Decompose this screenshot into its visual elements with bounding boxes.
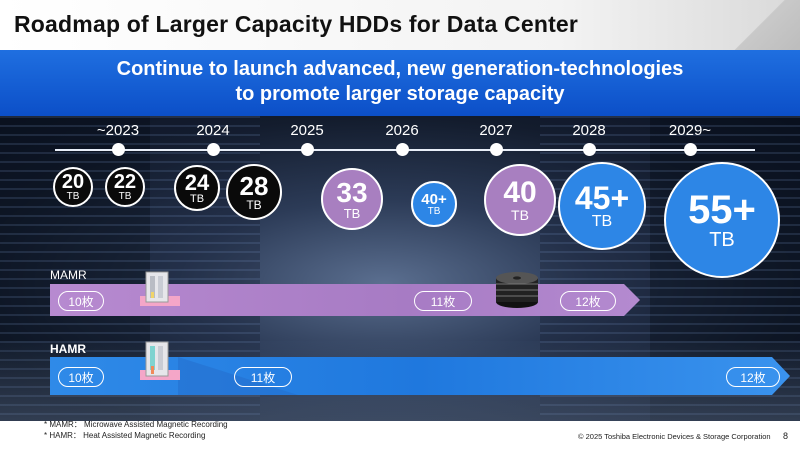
hamr-platter-count: 11枚	[234, 367, 292, 387]
page-title: Roadmap of Larger Capacity HDDs for Data…	[14, 11, 579, 37]
timeline-dot	[583, 143, 596, 156]
copyright-text: © 2025 Toshiba Electronic Devices & Stor…	[578, 432, 771, 441]
mamr-head-illustration	[140, 271, 180, 306]
footnote-hamr: * HAMR： Heat Assisted Magnetic Recording	[44, 431, 206, 440]
disk-platters-illustration	[496, 272, 538, 308]
footnotes: * MAMR： Microwave Assisted Magnetic Reco…	[44, 419, 228, 441]
banner-line-2: to promote larger storage capacity	[235, 83, 565, 105]
capacity-unit: TB	[66, 191, 80, 202]
capacity-badge-45plus-tb: 45+ TB	[558, 162, 646, 250]
year-label: 2028	[572, 122, 606, 139]
banner-line-1: Continue to launch advanced, new generat…	[116, 58, 684, 80]
timeline-dot	[301, 143, 314, 156]
capacity-badge-40plus-tb: 40+ TB	[411, 181, 457, 227]
hamr-platter-count: 10枚	[58, 367, 104, 387]
timeline-dot	[207, 143, 220, 156]
hamr-platter-count: 12枚	[726, 367, 780, 387]
year-label: 2026	[385, 122, 419, 139]
capacity-unit: TB	[709, 229, 735, 251]
capacity-badge-20tb: 20 TB	[53, 167, 93, 207]
page-number: 8	[783, 431, 789, 441]
capacity-unit: TB	[343, 205, 361, 221]
mamr-platter-count: 11枚	[414, 291, 472, 311]
capacity-value: 45+	[574, 180, 630, 216]
hamr-label: HAMR	[50, 342, 86, 356]
mamr-roadmap-arrow	[50, 284, 640, 316]
timeline-dot	[112, 143, 125, 156]
timeline-dot	[396, 143, 409, 156]
capacity-badge-24tb: 24 TB	[174, 165, 220, 211]
capacity-value: 33	[336, 176, 368, 208]
capacity-unit: TB	[511, 207, 529, 223]
headline-banner: Continue to launch advanced, new generat…	[0, 50, 800, 116]
capacity-unit: TB	[118, 191, 132, 202]
capacity-unit: TB	[591, 213, 613, 230]
capacity-value: 20	[61, 171, 85, 193]
year-label: 2029~	[668, 122, 712, 139]
year-label: 2025	[290, 122, 324, 139]
title-bar: Roadmap of Larger Capacity HDDs for Data…	[0, 0, 800, 50]
capacity-badge-33tb: 33 TB	[321, 168, 383, 230]
capacity-unit: TB	[189, 192, 205, 205]
title-corner-decoration	[730, 0, 800, 50]
capacity-value: 28	[239, 171, 269, 201]
capacity-value: 40+	[421, 190, 447, 208]
capacity-value: 55+	[688, 188, 756, 232]
year-label: 2024	[196, 122, 230, 139]
hamr-head-illustration	[140, 341, 180, 380]
capacity-badge-55plus-tb: 55+ TB	[664, 162, 780, 278]
capacity-unit: TB	[427, 205, 441, 217]
capacity-badge-22tb: 22 TB	[105, 167, 145, 207]
capacity-unit: TB	[246, 198, 262, 212]
timeline-dot	[684, 143, 697, 156]
year-label: ~2023	[96, 122, 140, 139]
capacity-value: 40	[503, 176, 537, 209]
timeline-dot	[490, 143, 503, 156]
capacity-badge-28tb: 28 TB	[226, 164, 282, 220]
capacity-badge-40tb: 40 TB	[484, 164, 556, 236]
year-label: 2027	[479, 122, 513, 139]
capacity-value: 24	[184, 169, 210, 195]
mamr-platter-count: 12枚	[560, 291, 616, 311]
capacity-value: 22	[113, 171, 137, 193]
mamr-label: MAMR	[50, 268, 87, 282]
mamr-platter-count: 10枚	[58, 291, 104, 311]
footnote-mamr: * MAMR： Microwave Assisted Magnetic Reco…	[44, 420, 228, 429]
